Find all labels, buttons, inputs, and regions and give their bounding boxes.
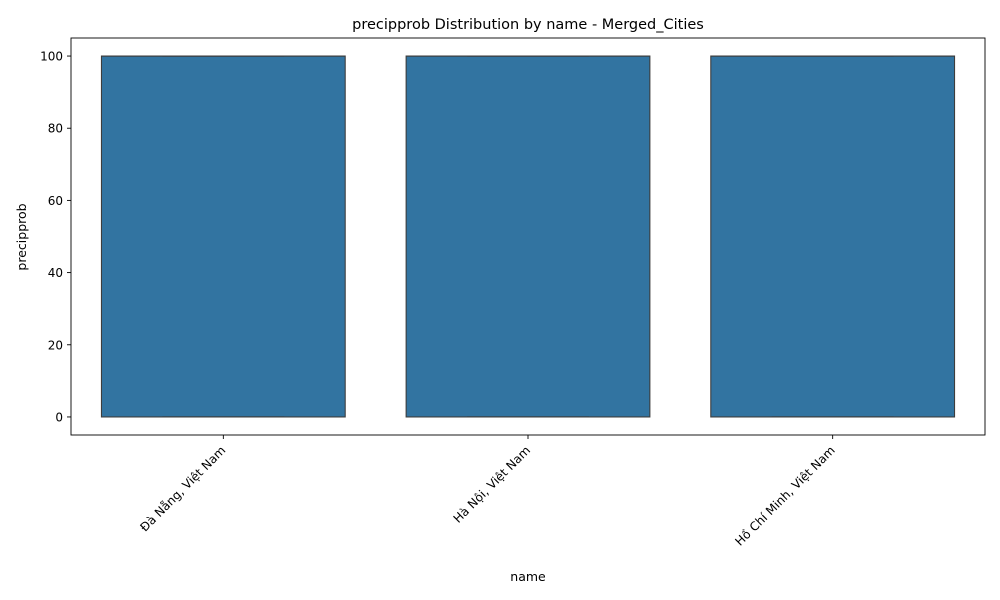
plot-area [100,55,956,418]
y-tick-label-4: 80 [48,122,63,136]
y-axis: 0 20 40 60 80 100 [40,50,71,424]
y-tick-label-2: 40 [48,266,63,280]
box-2 [710,55,956,418]
x-axis-label: name [510,569,546,584]
y-tick-label-1: 20 [48,338,63,352]
box-0 [100,55,346,418]
y-tick-label-0: 0 [55,410,63,424]
y-tick-label-3: 60 [48,194,63,208]
y-tick-label-5: 100 [40,50,63,64]
axes-frame [70,37,986,436]
y-axis-label: precipprob [14,203,29,270]
box-1 [405,55,651,418]
chart-title: precipprob Distribution by name - Merged… [352,17,704,33]
